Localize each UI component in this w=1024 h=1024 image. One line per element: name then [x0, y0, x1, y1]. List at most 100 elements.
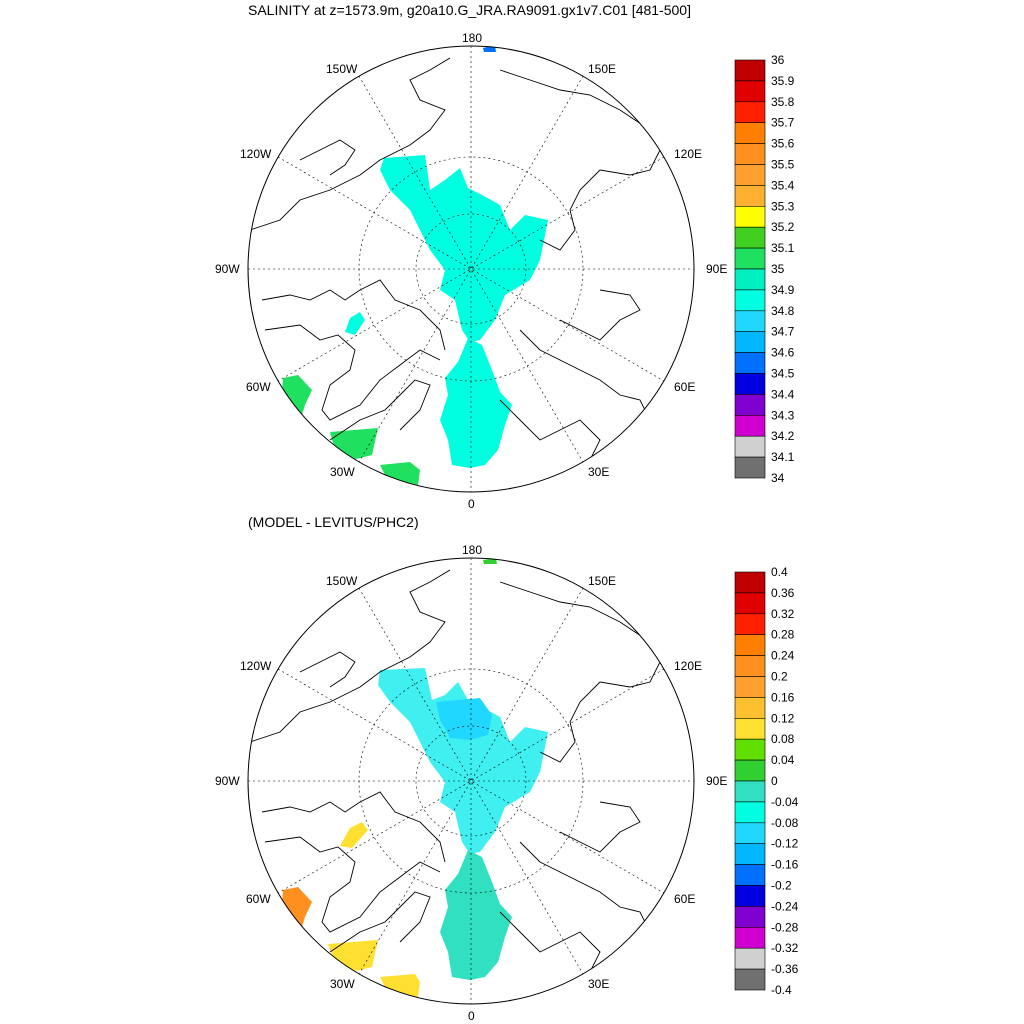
bottom-colorbar-tick-label: -0.28	[771, 920, 799, 934]
top-lon-150w: 150W	[326, 62, 358, 76]
top-colorbar-swatch	[734, 352, 766, 374]
bottom-lon-90e: 90E	[706, 774, 727, 788]
bottom-colorbar-tick-label: 0.24	[771, 649, 795, 663]
bottom-lon-180: 180	[462, 543, 482, 557]
bottom-colorbar-tick-label: 0.2	[771, 670, 788, 684]
bottom-colorbar-swatch	[734, 655, 766, 677]
top-colorbar-tick-label: 34.1	[771, 450, 795, 464]
bottom-colorbar-swatch	[734, 885, 766, 907]
top-coastlines	[249, 57, 661, 491]
top-lon-30w: 30W	[330, 465, 355, 479]
bottom-colorbar-tick-label: -0.12	[771, 837, 799, 851]
top-colorbar-swatch	[734, 101, 766, 124]
bottom-diff-fill-arctic-inner	[436, 698, 492, 740]
top-colorbar-swatch	[734, 164, 766, 186]
bottom-colorbar-tick-label: 0.04	[771, 753, 795, 767]
bottom-colorbar-swatch	[734, 968, 766, 991]
top-colorbar-swatch	[734, 394, 766, 416]
bottom-lon-60w: 60W	[246, 892, 271, 906]
top-polar-map: 180 150E 120E 90E 60E 30E 0 30W 60W 90W …	[215, 31, 727, 511]
top-colorbar-tick-label: 35	[771, 262, 785, 276]
top-colorbar-swatch	[734, 143, 766, 165]
bottom-colorbar-tick-label: -0.36	[771, 962, 799, 976]
top-colorbar-swatch	[734, 373, 766, 395]
bottom-lon-60e: 60E	[674, 892, 695, 906]
top-colorbar-tick-label: 34.4	[771, 387, 795, 401]
bottom-polar-map: 180 150E 120E 90E 60E 30E 0 30W 60W 90W …	[215, 543, 727, 1023]
top-colorbar-tick-label: 34.9	[771, 283, 795, 297]
top-colorbar-tick-label: 34.7	[771, 325, 795, 339]
bottom-lon-150w: 150W	[326, 574, 358, 588]
top-colorbar-tick-label: 35.3	[771, 199, 795, 213]
top-colorbar-swatch	[734, 206, 766, 228]
bottom-diff-fill-atlantic	[440, 850, 512, 980]
top-colorbar-swatch	[734, 331, 766, 353]
bottom-graticule	[248, 558, 694, 1004]
bottom-colorbar-tick-label: 0.4	[771, 565, 788, 579]
bottom-lon-90w: 90W	[215, 774, 240, 788]
bottom-panel-title: (MODEL - LEVITUS/PHC2)	[248, 514, 419, 530]
bottom-colorbar-swatch	[734, 822, 766, 844]
top-lon-labels: 180 150E 120E 90E 60E 30E 0 30W 60W 90W …	[215, 31, 727, 511]
top-lon-120e: 120E	[674, 147, 702, 161]
bottom-lon-150e: 150E	[588, 574, 616, 588]
bottom-colorbar-swatch	[734, 717, 766, 740]
top-colorbar-swatch	[734, 185, 766, 207]
top-colorbar-tick-label: 34	[771, 471, 785, 485]
bottom-lon-0: 0	[468, 1009, 475, 1023]
bottom-colorbar-tick-label: -0.04	[771, 795, 799, 809]
bottom-colorbar-swatch	[734, 592, 766, 615]
top-salinity-fill-arctic	[380, 155, 548, 342]
bottom-diff-fill-baffin	[340, 822, 368, 848]
bottom-colorbar-tick-label: 0.32	[771, 607, 795, 621]
top-colorbar-swatch	[734, 414, 766, 437]
bottom-colorbar-tick-label: 0	[771, 774, 778, 788]
top-colorbar-tick-label: 35.2	[771, 220, 795, 234]
top-colorbar-swatch	[734, 268, 766, 291]
bottom-colorbar-swatch	[734, 947, 766, 970]
bottom-colorbar-swatch	[734, 759, 766, 782]
top-graticule	[248, 46, 694, 492]
bottom-diff-fill-na-east	[380, 974, 420, 997]
top-colorbar-tick-label: 34.8	[771, 304, 795, 318]
bottom-colorbar-swatch	[734, 864, 766, 886]
bottom-colorbar-tick-label: -0.4	[771, 983, 792, 997]
top-salinity-fill-north-atlantic-west	[330, 428, 378, 460]
top-colorbar-tick-label: 36	[771, 53, 785, 67]
bottom-colorbar-tick-label: 0.12	[771, 711, 795, 725]
top-colorbar-swatch	[734, 59, 766, 82]
bottom-colorbar-swatch	[734, 697, 766, 719]
bottom-diff-fill-arctic	[378, 668, 548, 854]
bottom-colorbar-tick-label: 0.28	[771, 628, 795, 642]
bottom-coastlines	[249, 569, 661, 1003]
top-colorbar-tick-label: 34.5	[771, 367, 795, 381]
bottom-diff-fill-labrador	[282, 887, 312, 927]
top-lon-180: 180	[462, 31, 482, 45]
top-lon-120w: 120W	[240, 147, 272, 161]
top-lon-90w: 90W	[215, 262, 240, 276]
top-colorbar-swatch	[734, 80, 766, 103]
top-colorbar-swatch	[734, 456, 766, 479]
top-salinity-fill-baffin	[345, 312, 365, 335]
bottom-diff-fill-na-west	[328, 940, 378, 972]
bottom-colorbar: 0.4 0.36 0.32 0.28 0.24 0.2 0.16 0.12 0.08 0.04 0 -…	[734, 565, 799, 997]
bottom-colorbar-tick-label: -0.2	[771, 879, 792, 893]
top-colorbar: 36 35.9 35.8 35.7 35.6 35.5 35.4 35.3 35.2 35.1 35…	[734, 53, 795, 485]
bottom-colorbar-swatch	[734, 738, 766, 761]
top-lon-60w: 60W	[246, 380, 271, 394]
top-salinity-fill-north-atlantic-east	[380, 462, 420, 485]
bottom-lon-120e: 120E	[674, 659, 702, 673]
top-colorbar-swatch	[734, 310, 766, 332]
top-colorbar-swatch	[734, 247, 766, 270]
bottom-lon-30e: 30E	[588, 977, 609, 991]
bottom-colorbar-swatch	[734, 843, 766, 865]
top-colorbar-tick-label: 34.3	[771, 408, 795, 422]
bottom-colorbar-swatch	[734, 613, 766, 635]
top-lon-30e: 30E	[588, 465, 609, 479]
bottom-colorbar-tick-label: -0.32	[771, 941, 799, 955]
top-colorbar-tick-label: 35.9	[771, 74, 795, 88]
bottom-colorbar-swatch	[734, 571, 766, 594]
top-salinity-fill-labrador	[282, 375, 312, 415]
bottom-colorbar-tick-label: 0.08	[771, 732, 795, 746]
top-colorbar-swatch	[734, 226, 766, 249]
